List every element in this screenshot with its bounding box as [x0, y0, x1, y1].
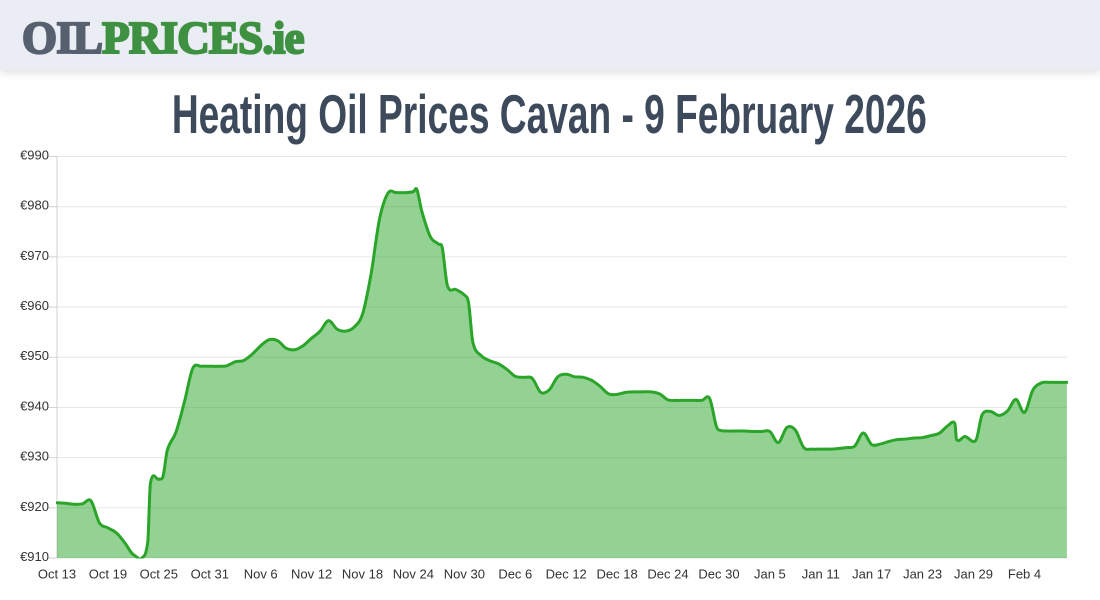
- svg-text:Nov 18: Nov 18: [342, 567, 383, 582]
- svg-text:€910: €910: [20, 549, 49, 564]
- svg-text:Dec 30: Dec 30: [698, 567, 739, 582]
- svg-text:Dec 24: Dec 24: [647, 567, 688, 582]
- svg-text:Jan 11: Jan 11: [802, 567, 840, 582]
- svg-text:Oct 13: Oct 13: [38, 567, 76, 582]
- svg-text:Dec 12: Dec 12: [546, 567, 587, 582]
- svg-text:Jan 23: Jan 23: [903, 567, 942, 582]
- svg-text:€970: €970: [20, 248, 49, 263]
- svg-text:Jan 5: Jan 5: [754, 567, 786, 582]
- svg-text:Nov 12: Nov 12: [291, 567, 332, 582]
- svg-text:€980: €980: [20, 198, 49, 213]
- svg-text:Dec 18: Dec 18: [596, 567, 637, 582]
- svg-text:Jan 29: Jan 29: [954, 567, 993, 582]
- svg-text:€990: €990: [20, 148, 49, 163]
- svg-text:€940: €940: [20, 398, 49, 413]
- svg-text:Oct 31: Oct 31: [191, 567, 229, 582]
- svg-text:Nov 24: Nov 24: [393, 567, 434, 582]
- svg-text:€950: €950: [20, 348, 49, 363]
- svg-text:Feb 4: Feb 4: [1008, 567, 1041, 582]
- svg-text:€920: €920: [20, 499, 49, 514]
- svg-text:Dec 6: Dec 6: [498, 567, 532, 582]
- svg-text:€960: €960: [20, 298, 49, 313]
- svg-text:Oct 19: Oct 19: [89, 567, 127, 582]
- svg-text:Nov 6: Nov 6: [244, 567, 278, 582]
- svg-text:Oct 25: Oct 25: [140, 567, 178, 582]
- svg-text:Nov 30: Nov 30: [444, 567, 485, 582]
- svg-text:Jan 17: Jan 17: [852, 567, 891, 582]
- svg-text:€930: €930: [20, 449, 49, 464]
